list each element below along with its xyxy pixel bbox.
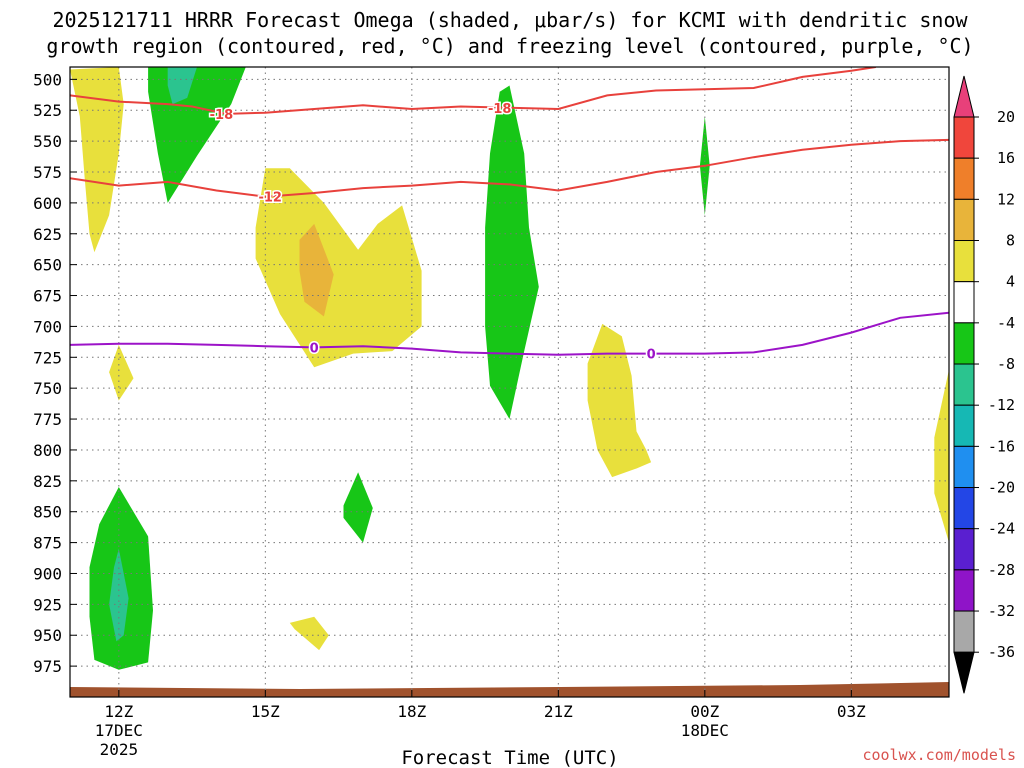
contour-line <box>70 311 949 356</box>
colorbar-band <box>953 157 975 200</box>
contour-label: 0 <box>647 348 656 363</box>
chart-title-line2: growth region (contoured, red, °C) and f… <box>46 34 973 58</box>
y-tick-label: 850 <box>33 503 62 522</box>
colorbar-band <box>953 322 975 365</box>
y-tick-label: 625 <box>33 225 62 244</box>
colorbar-band <box>953 75 975 118</box>
x-tick-label: 18DEC <box>681 721 729 740</box>
y-tick-label: 800 <box>33 441 62 460</box>
y-tick-label: 950 <box>33 626 62 645</box>
colorbar-band <box>953 116 975 159</box>
grid-lines <box>70 67 949 697</box>
x-tick-label: 03Z <box>837 702 866 721</box>
temperature-contours <box>70 67 949 356</box>
colorbar-label: -24 <box>988 520 1015 538</box>
colorbar-label: 16 <box>997 149 1015 167</box>
x-tick-label: 21Z <box>544 702 573 721</box>
contour-label: 0 <box>310 341 319 356</box>
colorbar-band <box>953 404 975 447</box>
colorbar-band <box>953 445 975 489</box>
credit-text: coolwx.com/models <box>862 746 1016 764</box>
omega-region <box>167 67 197 105</box>
y-tick-label: 875 <box>33 534 62 553</box>
colorbar-band <box>953 487 975 530</box>
ground-surface <box>70 682 949 697</box>
contour-line <box>70 138 949 198</box>
y-tick-label: 825 <box>33 472 62 491</box>
colorbar-label: -32 <box>988 602 1015 620</box>
y-tick-label: 600 <box>33 194 62 213</box>
colorbar-band <box>953 240 975 283</box>
x-tick-label: 15Z <box>251 702 280 721</box>
y-axis: 500 525 550 575 600 625 650 675 700 725 750 775 800 8… <box>33 70 77 676</box>
colorbar-band <box>953 281 975 324</box>
colorbar-label: -28 <box>988 561 1015 579</box>
x-tick-label: 18Z <box>397 702 426 721</box>
y-tick-label: 650 <box>33 256 62 275</box>
plot-frame <box>69 66 950 698</box>
colorbar-label: 8 <box>1006 232 1015 250</box>
colorbar-label: -36 <box>988 643 1015 661</box>
colorbar-label: -20 <box>988 479 1015 497</box>
contour-labels: -18 -18 -12 0 0 <box>208 100 657 364</box>
y-tick-label: 575 <box>33 163 62 182</box>
contour-label: -18 <box>210 108 234 123</box>
omega-region <box>299 223 334 317</box>
colorbar-label: 12 <box>997 190 1015 208</box>
contour-line <box>70 67 876 115</box>
colorbar-label: -4 <box>997 314 1015 332</box>
ground-fill <box>70 682 949 697</box>
y-tick-label: 525 <box>33 101 62 120</box>
y-tick-label: 700 <box>33 317 62 336</box>
contour-label: -18 <box>488 102 512 117</box>
colorbar: 20 16 12 8 4 -4 -8 -12 -16 -20 -24 -28 -32 -36 <box>953 75 1015 694</box>
omega-region <box>485 85 539 420</box>
x-tick-label: 2025 <box>100 740 139 759</box>
colorbar-label: 20 <box>997 108 1015 126</box>
y-tick-label: 775 <box>33 410 62 429</box>
omega-region <box>109 344 134 401</box>
omega-region <box>289 616 329 651</box>
omega-region <box>934 369 949 543</box>
x-tick-label: 12Z <box>104 702 133 721</box>
colorbar-band <box>953 528 975 571</box>
y-tick-label: 675 <box>33 287 62 306</box>
y-tick-label: 725 <box>33 348 62 367</box>
y-tick-label: 975 <box>33 657 62 676</box>
y-tick-label: 925 <box>33 595 62 614</box>
y-tick-label: 500 <box>33 70 62 89</box>
colorbar-label: -12 <box>988 396 1015 414</box>
chart-title-line1: 2025121711 HRRR Forecast Omega (shaded, … <box>52 8 968 32</box>
x-tick-label: 17DEC <box>95 721 143 740</box>
colorbar-band <box>953 363 975 406</box>
omega-shading <box>70 67 949 670</box>
omega-region <box>587 323 652 478</box>
colorbar-label: 4 <box>1006 273 1015 291</box>
colorbar-band <box>953 569 975 612</box>
y-tick-label: 900 <box>33 564 62 583</box>
omega-region <box>70 67 124 253</box>
contour-label: -12 <box>258 191 282 206</box>
y-tick-label: 550 <box>33 132 62 151</box>
colorbar-band <box>953 610 975 653</box>
y-tick-label: 750 <box>33 379 62 398</box>
colorbar-band <box>953 651 975 694</box>
omega-region <box>255 168 422 368</box>
colorbar-label: -8 <box>997 355 1015 373</box>
x-axis-label: Forecast Time (UTC) <box>401 747 618 768</box>
colorbar-band <box>953 198 975 242</box>
omega-region <box>343 472 373 543</box>
x-tick-label: 00Z <box>690 702 719 721</box>
colorbar-label: -16 <box>988 437 1015 455</box>
